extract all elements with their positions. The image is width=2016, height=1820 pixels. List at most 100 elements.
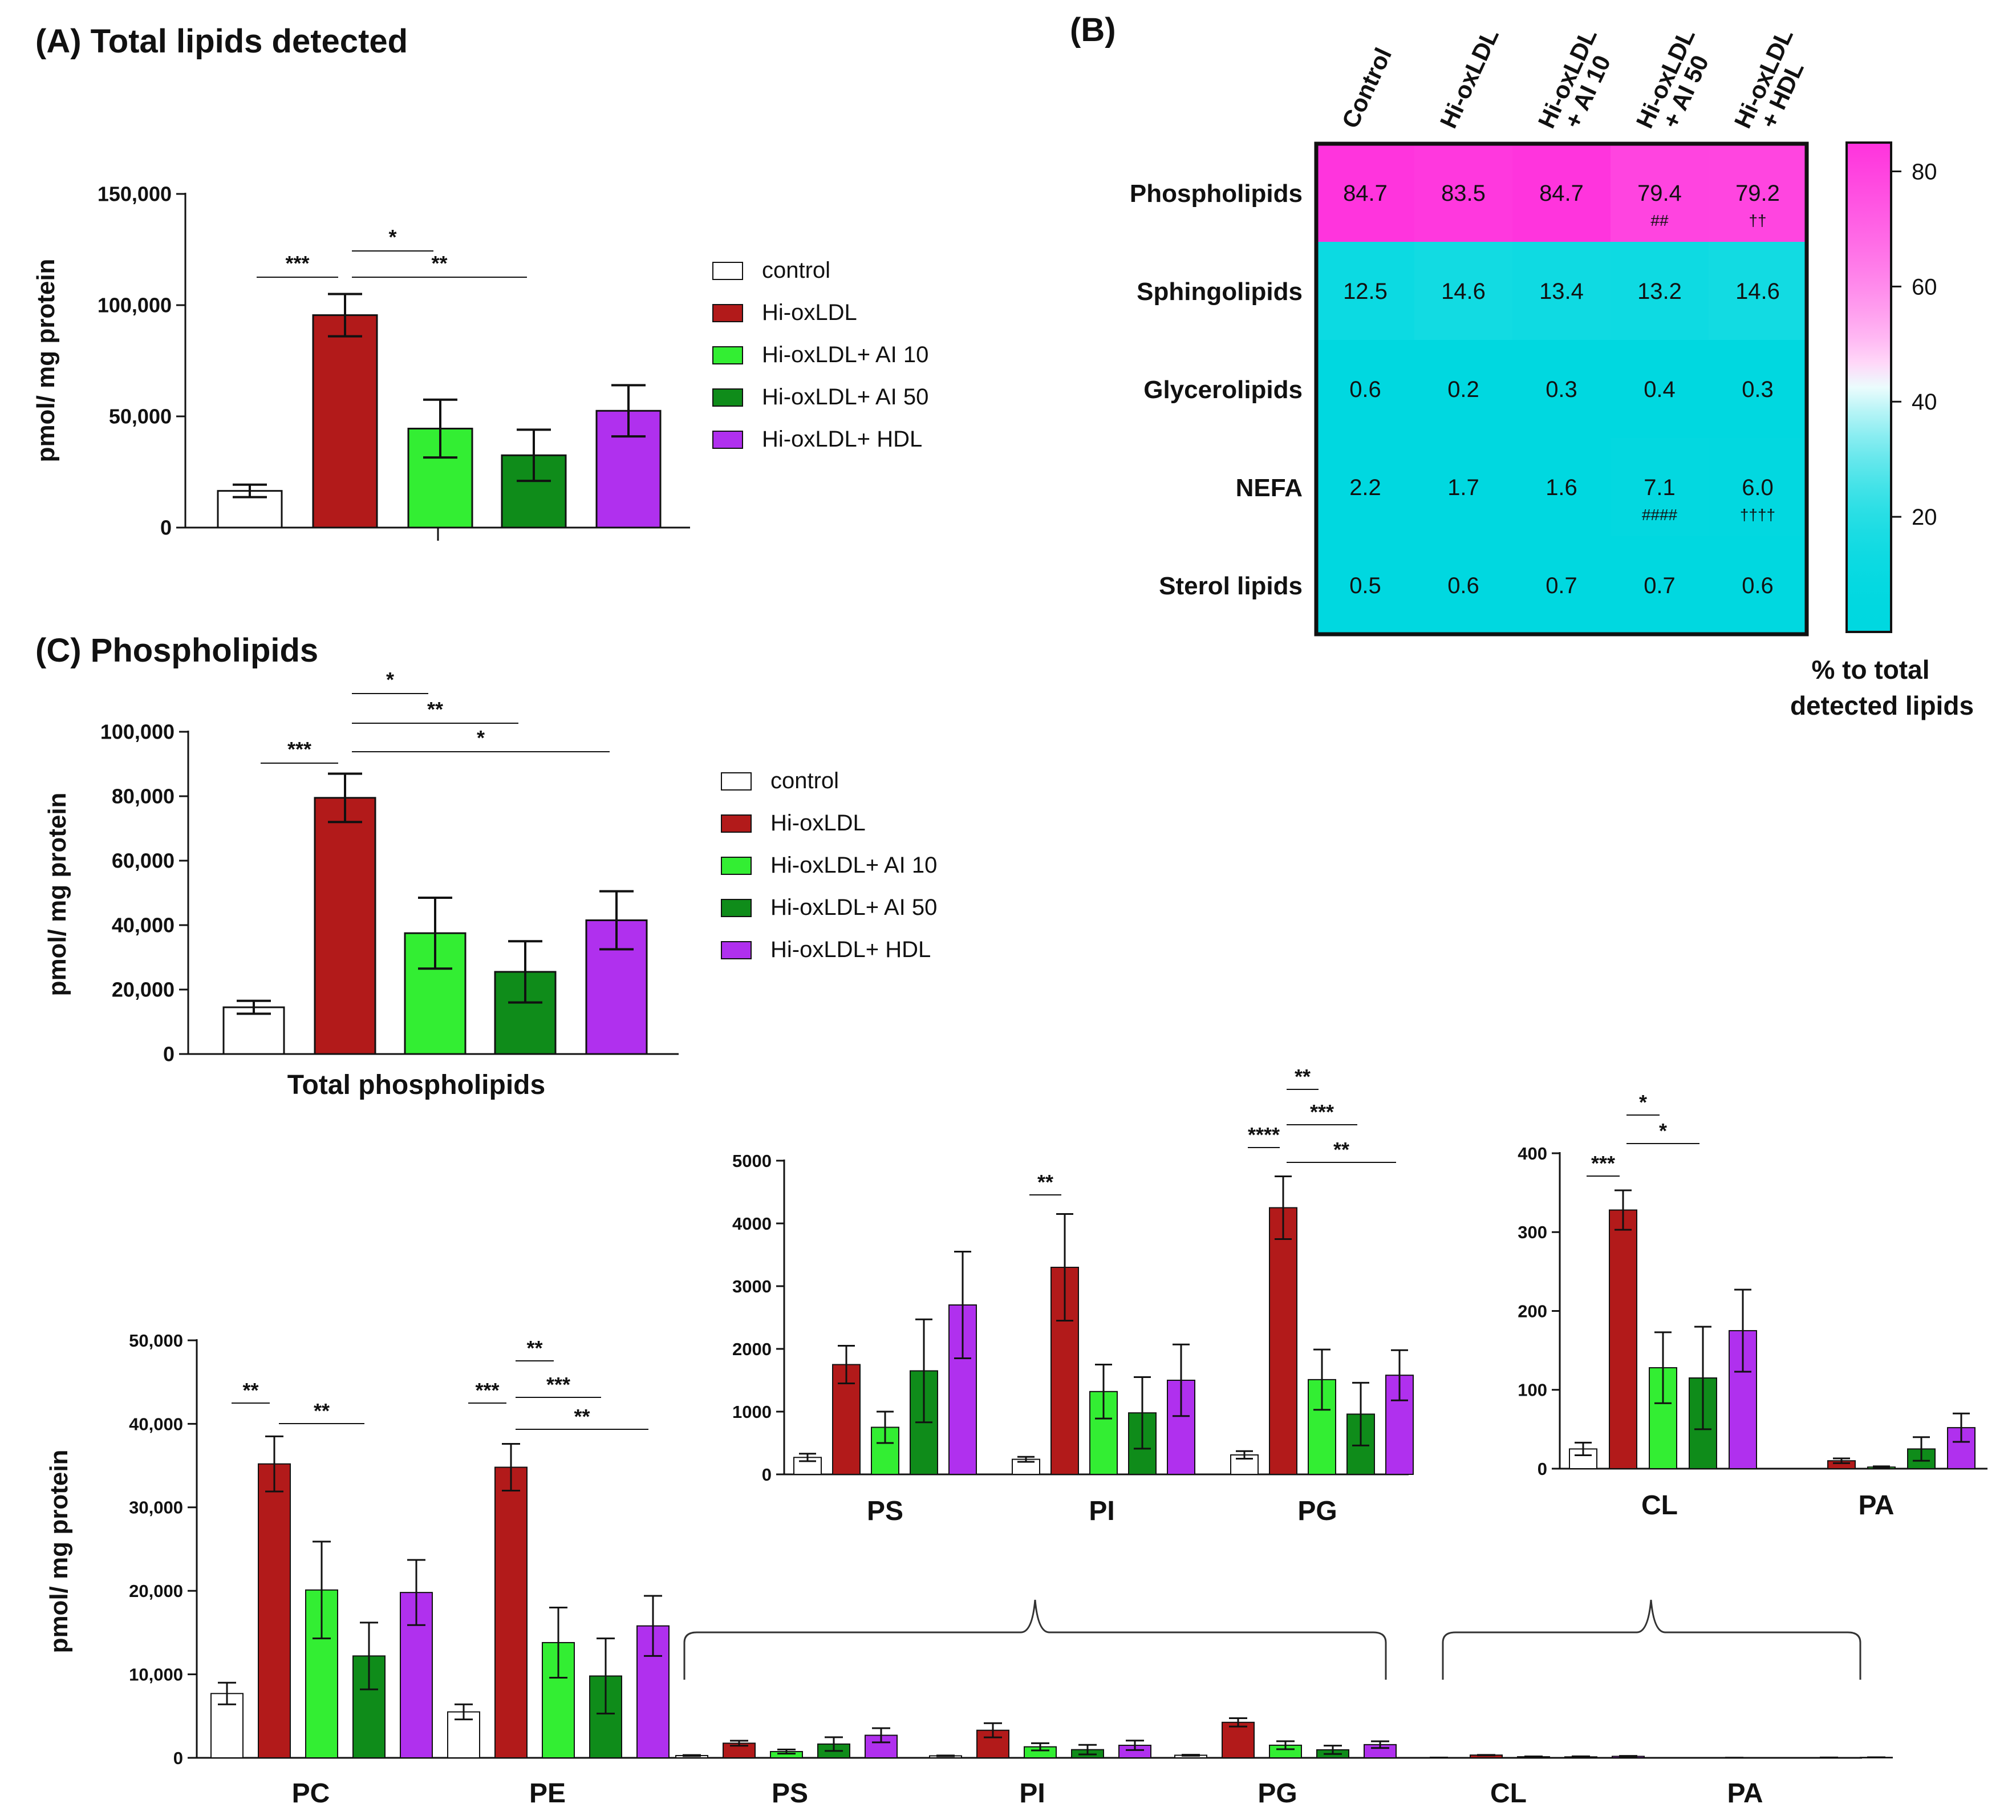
panel-c-legend-swatch (721, 772, 752, 791)
panel-a-legend-label: Hi-oxLDL+ HDL (762, 427, 922, 452)
heatmap-cell (1611, 438, 1709, 536)
heatmap-cell (1414, 536, 1512, 634)
heatmap-value: 0.6 (1447, 573, 1479, 598)
inset-psipg-ytick-label: 1000 (732, 1402, 772, 1422)
panel-c-classes-ytick-label: 0 (173, 1748, 183, 1768)
panel-c-total-ytick-label: 100,000 (100, 720, 175, 744)
inset-psipg-significance-label: **** (1248, 1123, 1280, 1146)
heatmap-value: 0.3 (1546, 377, 1577, 402)
heatmap-value: 13.2 (1637, 279, 1682, 304)
heatmap-value: 0.6 (1349, 377, 1381, 402)
panel-a-legend-swatch (712, 262, 743, 280)
heatmap-cell (1709, 536, 1807, 634)
heatmap-significance: †††† (1740, 506, 1775, 524)
panel-c-legend-label: Hi-oxLDL (770, 810, 866, 836)
inset-psipg-category-label: PS (867, 1496, 903, 1526)
heatmap-cell (1709, 340, 1807, 438)
panel-c-legend-swatch (721, 899, 752, 917)
panel-c-total-ytick-label: 40,000 (112, 914, 175, 937)
heatmap-cell (1512, 340, 1611, 438)
heatmap-value: 1.6 (1546, 475, 1577, 500)
heatmap-cell (1316, 340, 1414, 438)
heatmap-value: 1.7 (1447, 475, 1479, 500)
heatmap-value: 0.6 (1742, 573, 1774, 598)
panel-c-total-significance-label: ** (427, 698, 443, 721)
heatmap-value: 7.1 (1644, 475, 1676, 500)
inset-clpa-bar (1609, 1209, 1637, 1470)
inset-psipg-category-label: PG (1297, 1496, 1337, 1526)
heatmap-value: 6.0 (1742, 475, 1774, 500)
inset-clpa-significance-label: * (1659, 1119, 1667, 1142)
heatmap-value: 13.4 (1539, 279, 1584, 304)
heatmap-value: 79.4 (1637, 181, 1682, 206)
panel-a-significance-label: * (388, 225, 396, 249)
panel-b-title: (B) (1070, 11, 1116, 48)
panel-c-total-bar (222, 1006, 285, 1055)
colorbar-tick-label: 60 (1912, 274, 1937, 299)
heatmap-value: 0.3 (1742, 377, 1774, 402)
panel-c-classes-significance-label: ** (314, 1399, 330, 1422)
panel-a-bar (407, 427, 473, 529)
panel-c-classes-significance-label: *** (475, 1379, 499, 1402)
heatmap-cell (1611, 242, 1709, 340)
inset-psipg-ytick-label: 2000 (732, 1339, 772, 1359)
inset-clpa-significance-label: *** (1591, 1152, 1615, 1175)
heatmap-value: 83.5 (1441, 181, 1486, 206)
panel-a-ytick-label: 150,000 (98, 183, 172, 206)
panel-c-brace-ps-pi-pg (683, 1599, 1387, 1680)
inset-clpa-significance-label: * (1639, 1091, 1647, 1114)
colorbar-label: detected lipids (1790, 691, 1974, 720)
heatmap-value: 12.5 (1343, 279, 1388, 304)
heatmap-significance: #### (1642, 506, 1678, 524)
heatmap-significance: ## (1650, 212, 1669, 229)
panel-c-classes-category-label: PC (292, 1778, 330, 1809)
heatmap-value: 0.2 (1447, 377, 1479, 402)
inset-psipg-ytick-label: 5000 (732, 1151, 772, 1171)
panel-c-classes-category-label: PG (1258, 1778, 1297, 1809)
panel-c-classes-category-label: PI (1019, 1778, 1045, 1809)
panel-a-legend-swatch (712, 431, 743, 449)
panel-c-legend-swatch (721, 814, 752, 833)
panel-a-legend-label: control (762, 258, 830, 283)
inset-clpa-category-label: PA (1858, 1490, 1894, 1521)
inset-clpa-ytick-label: 0 (1538, 1459, 1547, 1479)
panel-c-classes-significance-label: ** (574, 1405, 590, 1428)
heatmap-cell (1709, 438, 1807, 536)
heatmap-cell (1316, 438, 1414, 536)
panel-c-total-ytick-label: 0 (163, 1043, 175, 1066)
panel-c-title: (C) Phospholipids (35, 632, 318, 669)
panel-a-legend-swatch (712, 346, 743, 364)
panel-a-legend-label: Hi-oxLDL (762, 300, 857, 325)
panel-c-classes-y-axis-label: pmol/ mg protein (45, 1450, 73, 1653)
panel-c-classes-ytick-label: 10,000 (129, 1664, 183, 1684)
panel-a-legend-label: Hi-oxLDL+ AI 10 (762, 342, 928, 367)
panel-c-classes-bar (494, 1466, 528, 1759)
panel-c-legend-swatch (721, 857, 752, 875)
heatmap-cell (1414, 144, 1512, 242)
panel-c-legend-label: Hi-oxLDL+ AI 50 (770, 895, 937, 920)
panel-a-y-axis-label: pmol/ mg protein (32, 259, 60, 463)
colorbar-label: % to total (1812, 655, 1930, 684)
panel-c-total-x-label: Total phospholipids (287, 1070, 545, 1100)
panel-c-classes-category-label: PS (772, 1778, 808, 1809)
heatmap-value: 84.7 (1343, 181, 1388, 206)
heatmap-cell (1316, 242, 1414, 340)
heatmap-cell (1414, 438, 1512, 536)
inset-clpa-category-label: CL (1641, 1490, 1678, 1521)
heatmap-cell (1709, 242, 1807, 340)
panel-a-ytick-label: 50,000 (109, 405, 172, 428)
panel-c-total-significance-label: * (386, 668, 394, 691)
inset-psipg-ytick-label: 0 (762, 1465, 772, 1485)
heatmap-cell (1316, 536, 1414, 634)
panel-c-legend-label: Hi-oxLDL+ HDL (770, 937, 931, 962)
panel-c-classes-ytick-label: 50,000 (129, 1331, 183, 1351)
panel-c-classes-ytick-label: 20,000 (129, 1581, 183, 1601)
heatmap-frame (1314, 141, 1809, 637)
colorbar-tick-label: 40 (1912, 390, 1937, 415)
heatmap-column-label: Control (1337, 44, 1397, 132)
panel-a-ytick-label: 100,000 (98, 294, 172, 317)
panel-c-classes-significance-label: ** (526, 1336, 542, 1360)
heatmap-value: 14.6 (1441, 279, 1486, 304)
heatmap-row-label: NEFA (1236, 474, 1303, 502)
heatmap-cell (1512, 242, 1611, 340)
